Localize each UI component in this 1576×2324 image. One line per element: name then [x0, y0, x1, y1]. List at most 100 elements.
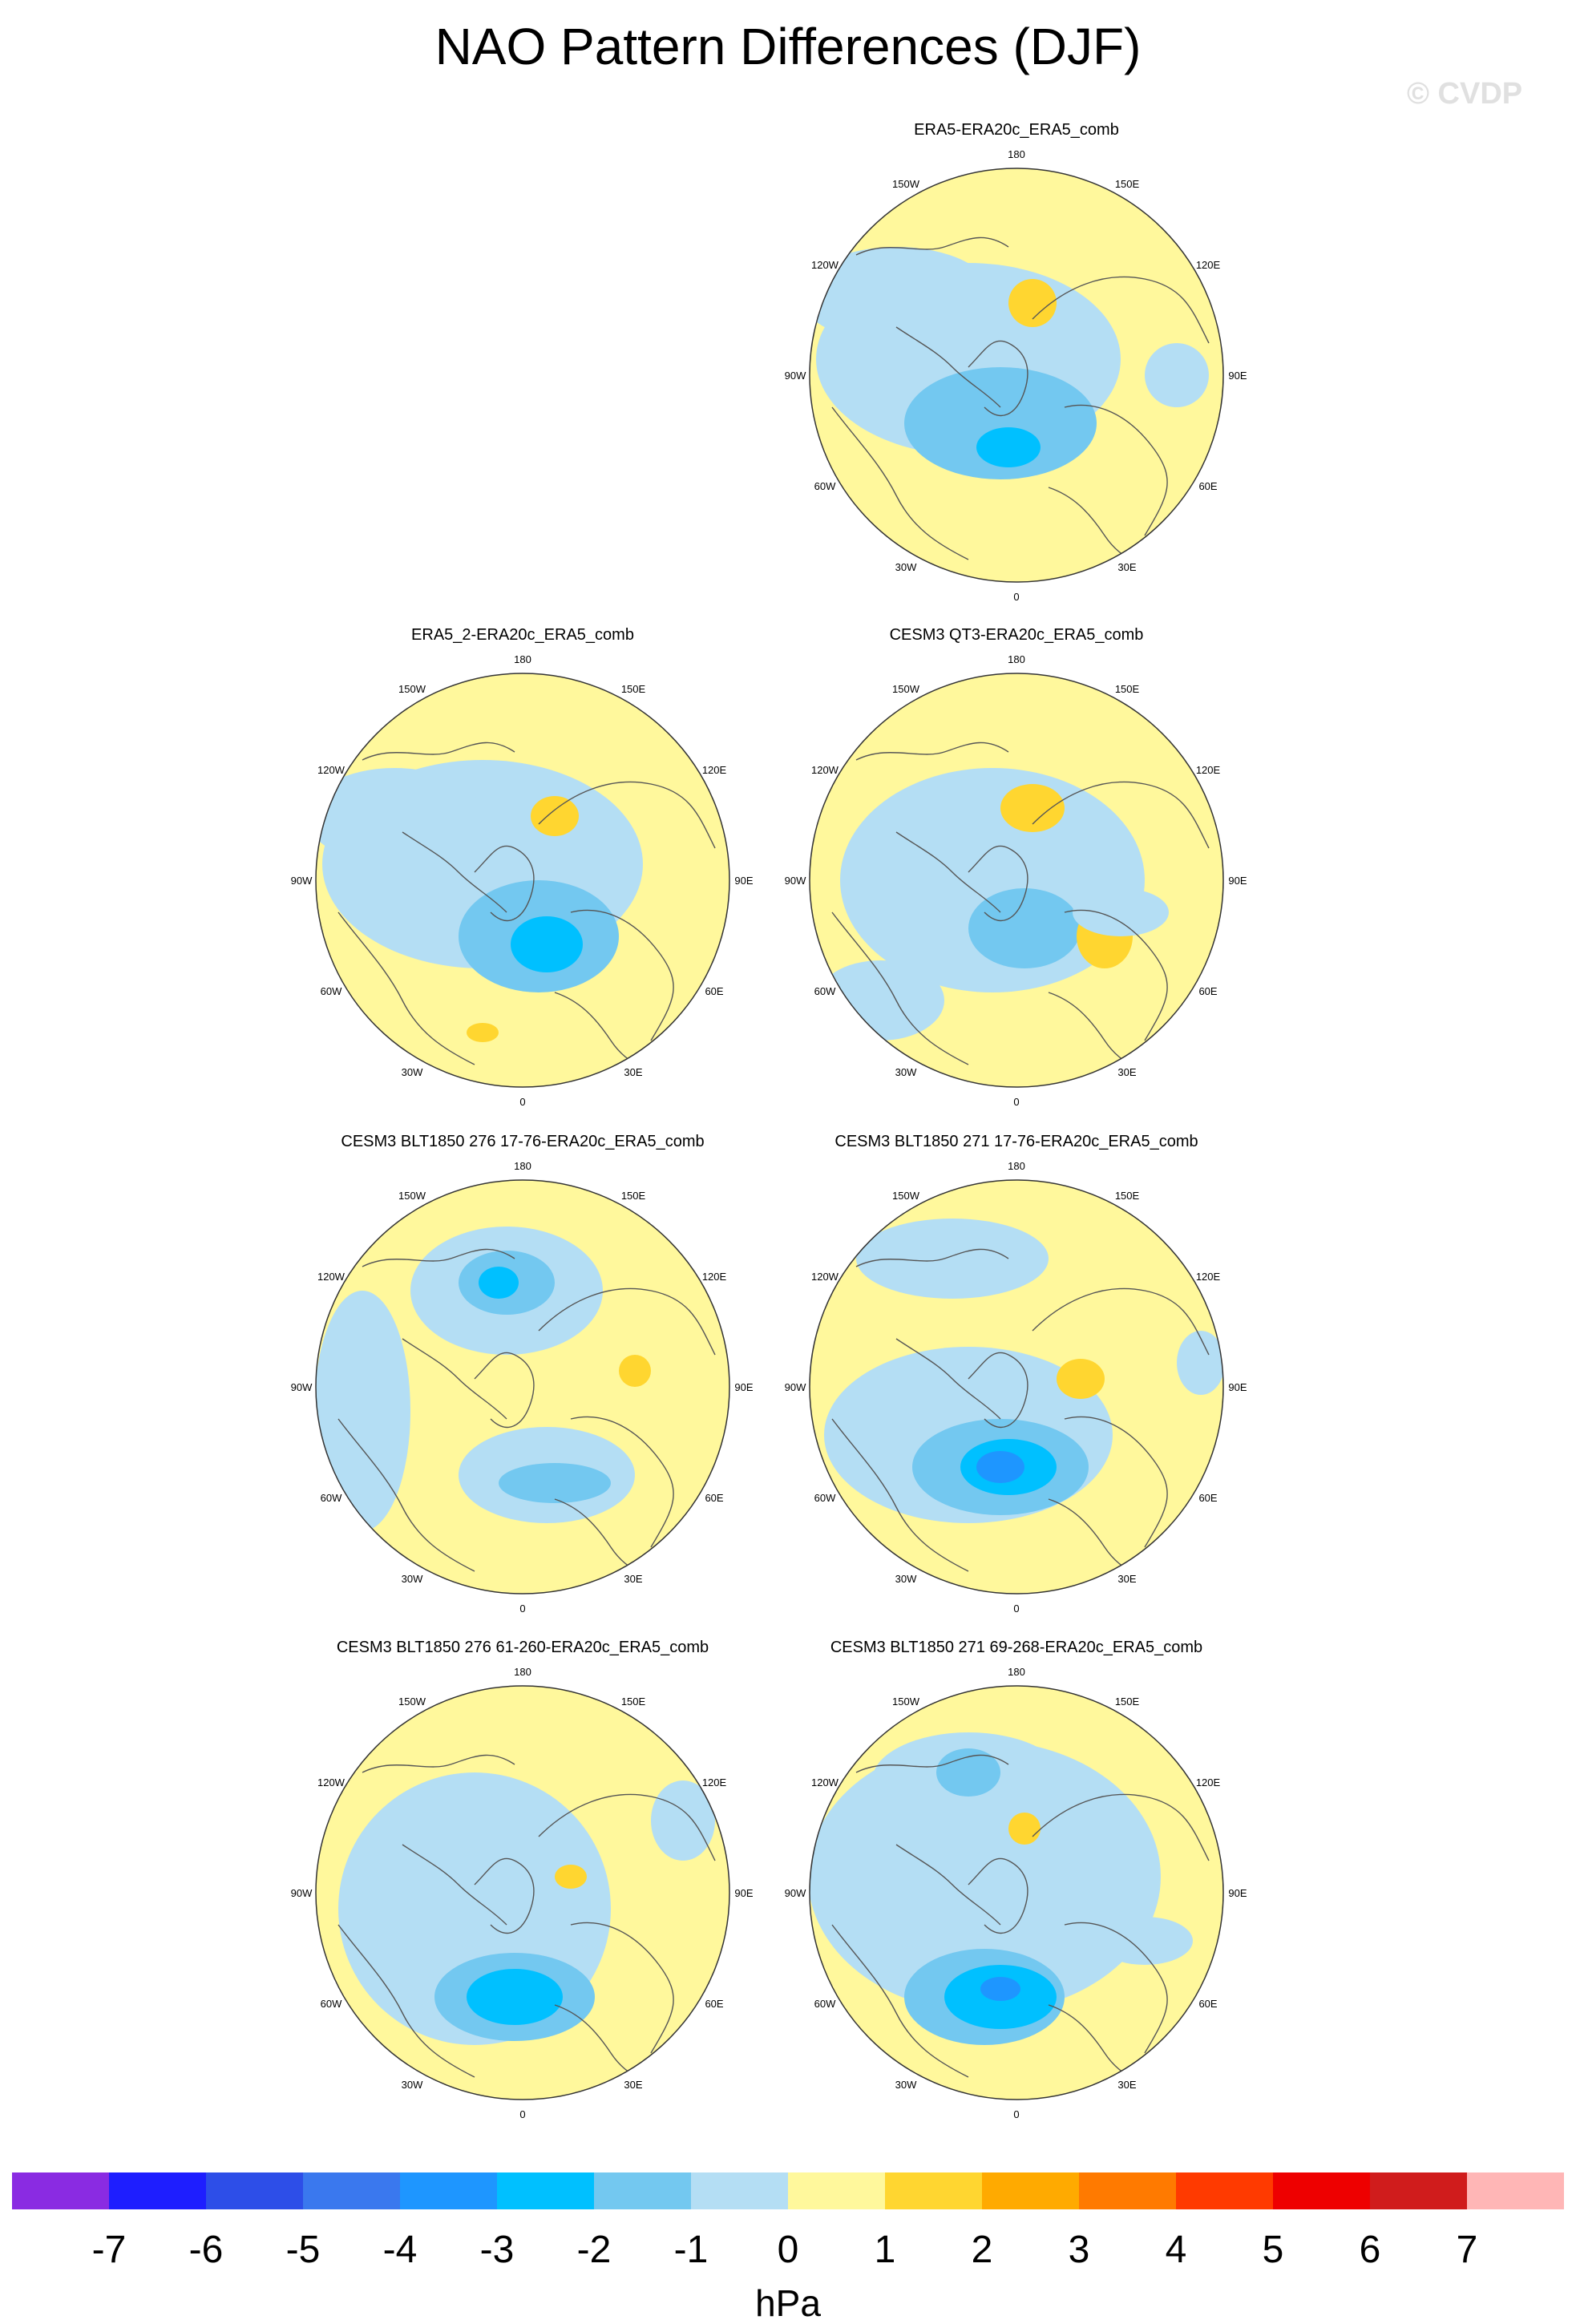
longitude-label: 90E	[1228, 875, 1247, 887]
anomaly-contour	[531, 796, 579, 836]
figure-title: NAO Pattern Differences (DJF)	[434, 18, 1142, 75]
colorbar-swatch	[982, 2172, 1080, 2209]
coastline	[855, 1754, 1009, 1773]
colorbar-swatch	[788, 2172, 886, 2209]
anomaly-contour	[1097, 1917, 1193, 1965]
longitude-label: 120E	[702, 1776, 727, 1788]
longitude-label: 150W	[892, 178, 920, 190]
anomaly-contour	[467, 1023, 499, 1042]
panel-title: CESM3 BLT1850 276 17-76-ERA20c_ERA5_comb	[341, 1133, 705, 1150]
coastline	[538, 1287, 716, 1356]
colorbar-swatch	[1370, 2172, 1468, 2209]
colorbar-tick-label: -6	[189, 2229, 224, 2271]
anomaly-contour	[936, 1748, 1000, 1797]
longitude-label: 0	[1013, 1603, 1019, 1615]
colorbar: -7 -6 -5 -4 -3 -2 -1 0 1 2 3 4 5 6 7	[12, 2172, 1564, 2271]
longitude-label: 90W	[785, 370, 806, 382]
coastline	[474, 1857, 535, 1934]
anomaly-contour	[1008, 1813, 1041, 1845]
colorbar-swatch	[497, 2172, 595, 2209]
coastline	[538, 1793, 716, 1861]
panel-title: CESM3 QT3-ERA20c_ERA5_comb	[889, 626, 1144, 644]
colorbar-swatch	[885, 2172, 983, 2209]
colorbar-swatch	[206, 2172, 304, 2209]
longitude-label: 150W	[892, 683, 920, 695]
colorbar-tick-label: 0	[778, 2229, 799, 2271]
coastline	[1064, 404, 1168, 536]
coastline	[895, 831, 1001, 913]
longitude-label: 120E	[1196, 764, 1221, 776]
anomaly-contour	[1073, 888, 1169, 936]
longitude-label: 60E	[705, 985, 723, 997]
coastline	[968, 1352, 1028, 1428]
colorbar-swatch	[691, 2172, 789, 2209]
longitude-label: 30E	[624, 2079, 642, 2091]
longitude-label: 180	[514, 1160, 531, 1172]
longitude-label: 30W	[402, 1573, 423, 1585]
longitude-label: 60E	[1198, 985, 1217, 997]
longitude-label: 0	[1013, 591, 1019, 603]
anomaly-contour	[467, 1969, 563, 2025]
longitude-label: 60W	[814, 985, 836, 997]
coastline	[337, 911, 475, 1065]
longitude-label: 90E	[734, 875, 753, 887]
longitude-label: 180	[514, 653, 531, 665]
longitude-label: 120W	[811, 1271, 839, 1283]
longitude-label: 90E	[734, 1381, 753, 1393]
colorbar-swatch	[1176, 2172, 1274, 2209]
colorbar-tick-label: 3	[1069, 2229, 1090, 2271]
anomaly-contour	[1000, 784, 1065, 832]
colorbar-unit-label: hPa	[755, 2282, 821, 2324]
longitude-label: 150W	[892, 1696, 920, 1708]
longitude-label: 30W	[402, 1066, 423, 1078]
longitude-label: 90W	[291, 875, 313, 887]
anomaly-contour	[968, 888, 1081, 968]
colorbar-swatch	[1273, 2172, 1371, 2209]
colorbar-swatch	[1079, 2172, 1177, 2209]
longitude-label: 60W	[814, 1492, 836, 1504]
coastline	[362, 1754, 515, 1773]
longitude-label: 120W	[317, 764, 346, 776]
longitude-label: 30E	[1117, 1573, 1136, 1585]
longitude-label: 0	[519, 1603, 525, 1615]
longitude-label: 120E	[702, 764, 727, 776]
coastline	[968, 1857, 1028, 1934]
anomaly-contour	[904, 367, 1097, 479]
coastline	[402, 1338, 507, 1420]
coastline	[570, 1922, 674, 2054]
polar-map: 180 150E 120E 90E 60E 30E 0 30W 60W 90W 120W 150W	[785, 653, 1247, 1108]
coastline	[855, 742, 1009, 761]
colorbar-swatch	[303, 2172, 401, 2209]
longitude-label: 90E	[734, 1887, 753, 1899]
anomaly-contour	[1057, 1359, 1105, 1399]
map-panel: CESM3 BLT1850 271 17-76-ERA20c_ERA5_comb…	[736, 1132, 1297, 1621]
longitude-label: 60W	[321, 1492, 342, 1504]
coastline	[895, 1844, 1001, 1926]
anomaly-contour	[651, 1780, 715, 1861]
longitude-label: 180	[1008, 1666, 1025, 1678]
polar-map: 180 150E 120E 90E 60E 30E 0 30W 60W 90W 120W 150W	[291, 1666, 754, 2120]
coastline	[831, 911, 969, 1065]
coastline	[831, 1924, 969, 2078]
coastline	[1064, 909, 1168, 1041]
anomaly-contour	[976, 1451, 1024, 1483]
panel-title: ERA5_2-ERA20c_ERA5_comb	[411, 626, 634, 644]
colorbar-swatch	[12, 2172, 110, 2209]
longitude-label: 60E	[1198, 1998, 1217, 2010]
polar-map: 180 150E 120E 90E 60E 30E 0 30W 60W 90W 120W 150W	[291, 653, 754, 1108]
longitude-label: 30W	[895, 2079, 917, 2091]
anomaly-contour	[976, 427, 1041, 467]
longitude-label: 150E	[1115, 1190, 1140, 1202]
panel-title: CESM3 BLT1850 271 17-76-ERA20c_ERA5_comb	[834, 1133, 1198, 1150]
coastline	[1032, 1287, 1210, 1356]
map-border	[809, 1685, 1224, 2100]
longitude-label: 60E	[705, 1492, 723, 1504]
longitude-label: 90E	[1228, 1381, 1247, 1393]
longitude-label: 30E	[1117, 561, 1136, 573]
anomaly-contour	[316, 1291, 410, 1531]
longitude-label: 30W	[895, 1573, 917, 1585]
longitude-label: 0	[519, 2108, 525, 2120]
longitude-label: 90W	[785, 1887, 806, 1899]
anomaly-contour	[1177, 1331, 1223, 1395]
colorbar-tick-label: 6	[1360, 2229, 1381, 2271]
